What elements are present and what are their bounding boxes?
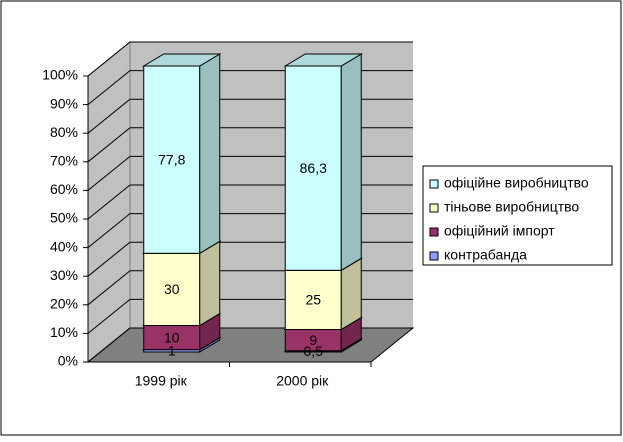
bar-segment [284, 65, 342, 271]
y-tick-label: 70% [50, 153, 78, 169]
y-tick-label: 20% [50, 296, 78, 312]
x-tick-label: 1999 рік [135, 373, 188, 389]
y-tick-label: 80% [50, 124, 78, 140]
bar-segment [143, 325, 201, 351]
data-label: 9 [309, 332, 317, 348]
data-label: 86,3 [300, 160, 327, 176]
y-tick-label: 10% [50, 324, 78, 340]
legend-swatch [429, 227, 439, 237]
data-label: 77,8 [158, 151, 185, 167]
bar-side [199, 53, 221, 255]
bar-segment [284, 269, 342, 331]
data-label: 10 [164, 329, 180, 345]
bar-segment [143, 65, 201, 254]
legend-label: тіньове виробництво [444, 199, 579, 215]
legend-swatch [429, 179, 439, 189]
data-label: 30 [164, 281, 180, 297]
y-tick-label: 30% [50, 267, 78, 283]
bar-segment [143, 252, 201, 327]
y-tick-label: 60% [50, 181, 78, 197]
grid-line [87, 41, 413, 77]
bar-side [340, 53, 362, 272]
data-label: 1 [168, 342, 176, 358]
x-tick-label: 2000 рік [276, 373, 329, 389]
data-label: 25 [305, 292, 321, 308]
y-tick-label: 50% [50, 210, 78, 226]
bar-top [283, 53, 364, 67]
legend-swatch [429, 203, 439, 213]
y-tick-label: 0% [58, 353, 78, 369]
y-tick-label: 90% [50, 95, 78, 111]
bar-side [199, 240, 221, 327]
data-label: 0,5 [304, 343, 324, 359]
legend-label: офіційний імпорт [444, 223, 555, 239]
y-tick-label: 40% [50, 238, 78, 254]
legend-label: офіційне виробництво [444, 175, 589, 191]
y-tick-label: 100% [42, 67, 78, 83]
legend-label: контрабанда [444, 247, 527, 263]
bar-top [141, 53, 222, 67]
legend [422, 165, 613, 266]
floor [86, 327, 415, 363]
legend-swatch [429, 251, 439, 261]
